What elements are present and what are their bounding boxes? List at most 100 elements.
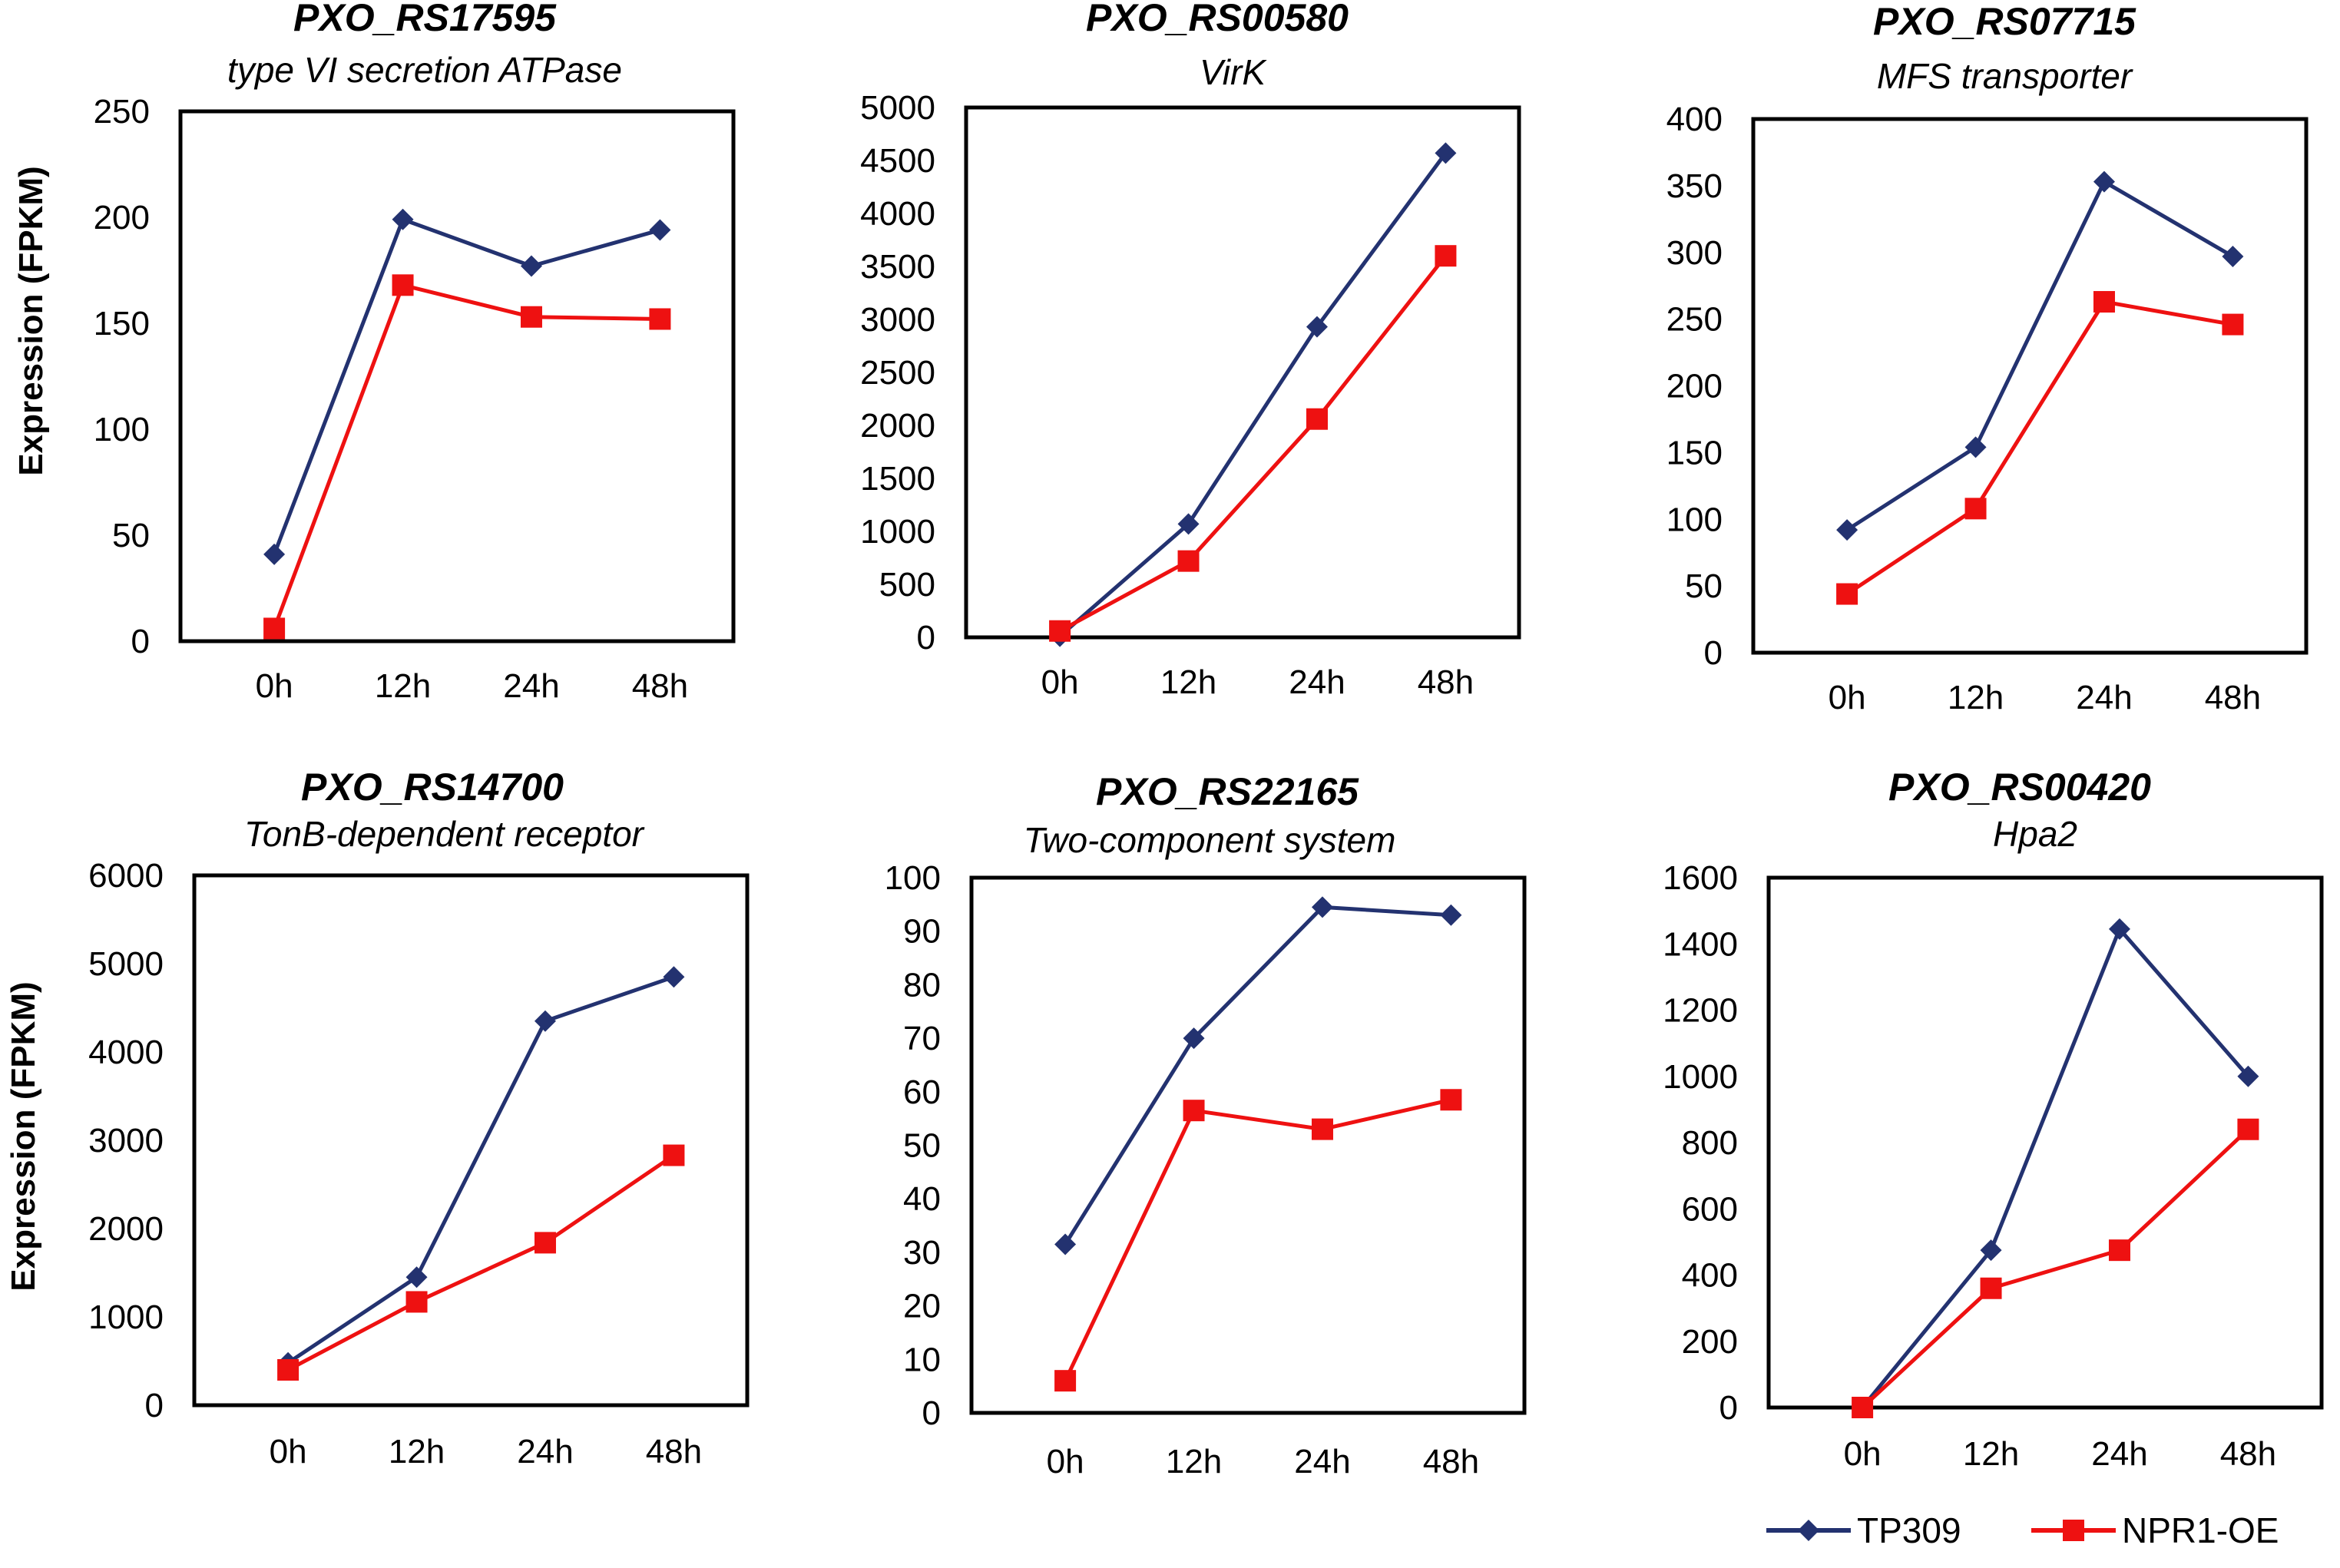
y-tick-label: 200 (94, 199, 150, 237)
y-tick-label: 300 (1666, 234, 1723, 272)
data-point-npr1-oe (2237, 1118, 2259, 1140)
legend-marker-tp309 (1798, 1520, 1819, 1541)
data-point-npr1-oe (534, 1232, 556, 1254)
y-tick-label: 0 (1704, 634, 1723, 672)
x-tick-label: 12h (389, 1433, 445, 1470)
chart-panel-4: PXO_RS14700 TonB-dependent receptor Expres… (5, 766, 750, 1470)
y-tick-label: 150 (1666, 434, 1723, 471)
data-point-npr1-oe (1306, 408, 1328, 430)
y-tick-label: 3500 (860, 248, 935, 286)
chart-subtitle: TonB-dependent receptor (244, 814, 645, 854)
y-tick-label: 200 (1666, 368, 1723, 405)
y-tick-label: 400 (1682, 1257, 1738, 1295)
y-tick-label: 3000 (860, 301, 935, 339)
y-tick-label: 6000 (88, 857, 164, 895)
chart-panel-3: PXO_RS07715 MFS transporter 0 50 100 150 200 25… (1666, 0, 2309, 716)
y-tick-label: 2000 (88, 1210, 164, 1248)
y-tick-label: 50 (1685, 567, 1723, 605)
data-point-tp309 (2108, 918, 2130, 940)
y-tick-label: 0 (1719, 1389, 1738, 1427)
series-line-npr1-oe (1058, 254, 1448, 633)
y-tick-label: 30 (903, 1234, 941, 1272)
data-point-tp309 (534, 1010, 556, 1032)
y-tick-label: 3000 (88, 1122, 164, 1159)
chart-title: PXO_RS00420 (1888, 766, 2151, 809)
y-tick-label: 400 (1666, 101, 1723, 138)
y-tick-label: 0 (145, 1387, 164, 1424)
plot-frame (1766, 875, 2324, 1410)
x-tick-label: 48h (1418, 663, 1474, 701)
y-tick-label: 2500 (860, 354, 935, 392)
data-point-tp309 (405, 1266, 428, 1288)
chart-title: PXO_RS00580 (1086, 0, 1349, 39)
x-tick-label: 12h (375, 667, 431, 705)
y-tick-label: 500 (879, 566, 935, 604)
y-tick-label: 80 (903, 966, 941, 1004)
chart-panel-6: PXO_RS00420 Hpa2 0 200 400 600 800 1000 1200 1400… (1663, 766, 2324, 1473)
data-point-npr1-oe (663, 1144, 685, 1166)
x-tick-label: 48h (1423, 1443, 1479, 1480)
data-point-npr1-oe (1980, 1277, 2002, 1299)
y-tick-label: 5000 (88, 945, 164, 983)
plot-frame (192, 873, 750, 1408)
y-tick-label: 4000 (860, 195, 935, 233)
y-tick-label: 100 (1666, 501, 1723, 538)
legend: TP309 NPR1-OE (1766, 1510, 2279, 1550)
series-line-npr1-oe (286, 1153, 675, 1372)
y-tick-label: 60 (903, 1073, 941, 1111)
x-tick-label: 48h (632, 667, 688, 705)
chart-subtitle: Two-component system (1024, 820, 1396, 860)
y-tick-label: 0 (922, 1394, 941, 1432)
x-tick-label: 0h (270, 1433, 307, 1470)
data-point-npr1-oe (263, 617, 286, 640)
y-tick-label: 4500 (860, 142, 935, 180)
y-tick-label: 40 (903, 1180, 941, 1218)
y-tick-label: 50 (112, 517, 150, 554)
y-tick-label: 1000 (88, 1298, 164, 1336)
data-point-tp309 (1980, 1239, 2002, 1262)
series-line-tp309 (286, 974, 675, 1365)
data-point-npr1-oe (1311, 1118, 1333, 1140)
y-tick-label: 4000 (88, 1034, 164, 1071)
chart-panel-5: PXO_RS22165 Two-component system 0 10 20 30 40… (885, 770, 1527, 1480)
x-tick-label: 12h (1160, 663, 1216, 701)
y-tick-label: 600 (1682, 1190, 1738, 1228)
y-tick-label: 150 (94, 305, 150, 342)
plot-frame (1751, 117, 2309, 655)
data-point-tp309 (1440, 904, 1462, 926)
data-point-tp309 (1836, 519, 1858, 541)
x-tick-label: 24h (503, 667, 559, 705)
y-tick-label: 70 (903, 1020, 941, 1057)
data-point-tp309 (1964, 436, 1987, 458)
x-tick-label: 0h (256, 667, 293, 705)
y-tick-label: 1500 (860, 460, 935, 498)
data-point-tp309 (649, 219, 671, 241)
x-tick-label: 0h (1047, 1443, 1084, 1480)
data-point-tp309 (1311, 896, 1333, 918)
data-point-npr1-oe (649, 308, 671, 330)
x-tick-label: 0h (1844, 1435, 1882, 1473)
series-line-npr1-oe (1861, 1127, 2250, 1409)
y-tick-label: 1400 (1663, 925, 1738, 963)
series-line-tp309 (1861, 925, 2250, 1409)
data-point-npr1-oe (405, 1291, 428, 1313)
y-axis-label: Expression (FPKM) (12, 166, 50, 475)
x-tick-label: 24h (2076, 679, 2132, 716)
chart-title: PXO_RS22165 (1096, 770, 1359, 813)
data-point-tp309 (1183, 1027, 1205, 1050)
y-tick-label: 0 (131, 623, 150, 660)
data-point-tp309 (392, 208, 414, 230)
y-tick-label: 5000 (860, 89, 935, 127)
y-tick-label: 100 (885, 859, 941, 897)
series-line-tp309 (1058, 151, 1448, 638)
data-point-tp309 (2093, 170, 2115, 193)
data-point-tp309 (1435, 142, 1457, 164)
data-point-tp309 (1054, 1233, 1077, 1255)
data-point-tp309 (2222, 245, 2244, 267)
series-line-npr1-oe (272, 283, 660, 630)
y-tick-label: 250 (1666, 301, 1723, 339)
y-tick-label: 2000 (860, 407, 935, 445)
data-point-npr1-oe (1852, 1397, 1874, 1418)
data-point-tp309 (2237, 1065, 2259, 1087)
